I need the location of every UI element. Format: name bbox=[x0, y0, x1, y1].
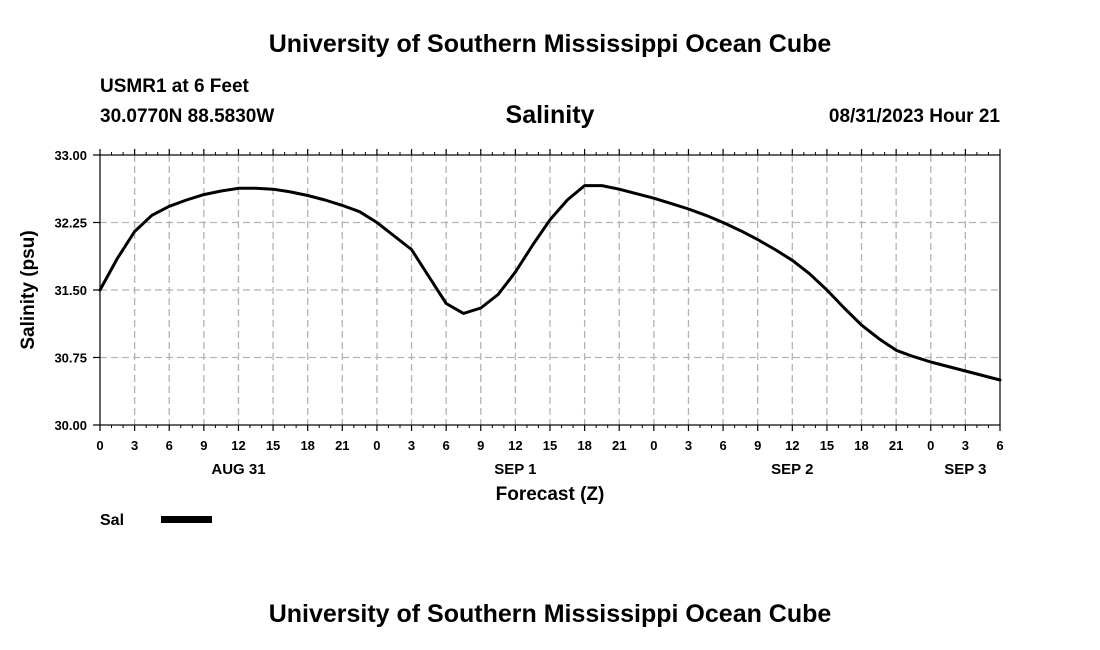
date-label: SEP 1 bbox=[494, 461, 536, 478]
y-tick-label: 33.00 bbox=[54, 148, 87, 163]
grid-layer bbox=[100, 155, 1000, 425]
x-tick-label: 15 bbox=[266, 438, 280, 453]
x-tick-label: 6 bbox=[719, 438, 726, 453]
x-tick-label: 15 bbox=[543, 438, 557, 453]
main-title: University of Southern Mississippi Ocean… bbox=[268, 30, 832, 58]
x-tick-label: 12 bbox=[231, 438, 245, 453]
x-tick-label: 0 bbox=[373, 438, 380, 453]
x-tick-label: 9 bbox=[200, 438, 207, 453]
x-tick-label: 9 bbox=[754, 438, 761, 453]
tick-layer: 30.00 30.75 31.50 32.25 33.00 0 3 6 9 12 15 18 21 0 3 6… bbox=[54, 148, 1003, 478]
forecast-datetime: 08/31/2023 Hour 21 bbox=[828, 106, 1000, 127]
x-tick-label: 15 bbox=[820, 438, 834, 453]
x-tick-label: 3 bbox=[131, 438, 138, 453]
x-tick-label: 21 bbox=[335, 438, 349, 453]
x-tick-label: 6 bbox=[996, 438, 1003, 453]
x-tick-label: 3 bbox=[962, 438, 969, 453]
station-location: 30.0770N 88.5830W bbox=[100, 106, 275, 127]
x-tick-label: 0 bbox=[927, 438, 934, 453]
chart-title: Salinity bbox=[505, 101, 595, 129]
y-axis-label: Salinity (psu) bbox=[18, 230, 39, 349]
date-label: SEP 2 bbox=[771, 461, 813, 478]
x-tick-label: 0 bbox=[650, 438, 657, 453]
x-tick-label: 6 bbox=[166, 438, 173, 453]
x-tick-label: 21 bbox=[889, 438, 903, 453]
x-tick-label: 0 bbox=[96, 438, 103, 453]
date-label: SEP 3 bbox=[944, 461, 986, 478]
y-tick-label: 30.75 bbox=[54, 351, 87, 366]
x-tick-label: 18 bbox=[300, 438, 314, 453]
x-axis-label: Forecast (Z) bbox=[496, 484, 605, 505]
station-name: USMR1 at 6 Feet bbox=[100, 76, 249, 97]
y-tick-label: 30.00 bbox=[54, 418, 87, 433]
salinity-line bbox=[98, 184, 1002, 382]
x-tick-label: 18 bbox=[577, 438, 591, 453]
x-tick-label: 9 bbox=[477, 438, 484, 453]
x-tick-label: 6 bbox=[443, 438, 450, 453]
x-tick-label: 3 bbox=[685, 438, 692, 453]
x-tick-label: 3 bbox=[408, 438, 415, 453]
x-tick-label: 12 bbox=[785, 438, 799, 453]
date-label: AUG 31 bbox=[211, 461, 265, 478]
legend-label: Sal bbox=[100, 512, 124, 529]
x-tick-label: 21 bbox=[612, 438, 626, 453]
footer-title: University of Southern Mississippi Ocean… bbox=[268, 600, 832, 628]
y-tick-label: 32.25 bbox=[54, 216, 87, 231]
legend-swatch bbox=[161, 516, 212, 523]
x-tick-label: 18 bbox=[854, 438, 868, 453]
y-tick-label: 31.50 bbox=[54, 283, 87, 298]
x-tick-label: 12 bbox=[508, 438, 522, 453]
